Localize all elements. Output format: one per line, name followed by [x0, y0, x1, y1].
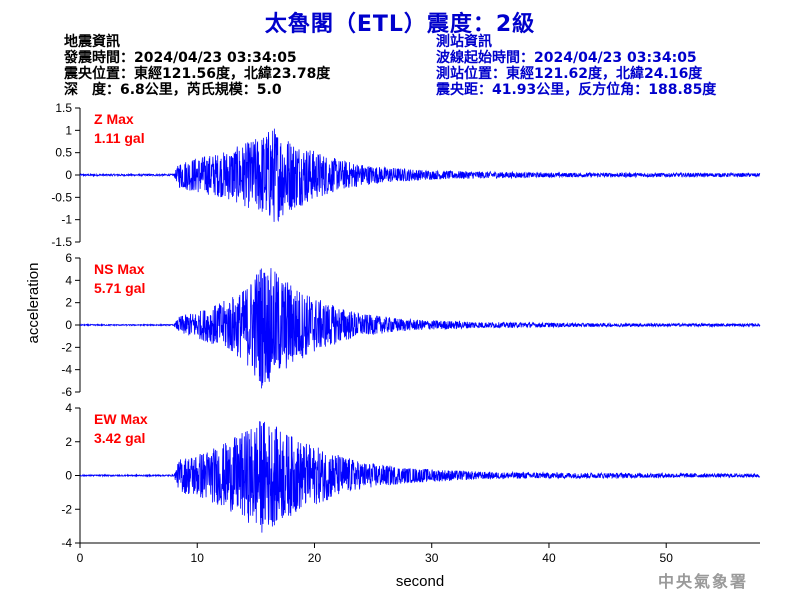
max-label: NS Max [94, 261, 145, 277]
x-axis-label: second [396, 573, 444, 590]
y-tick-label: 2 [65, 296, 72, 310]
x-tick-label: 10 [191, 551, 205, 565]
y-tick-label: -1 [61, 213, 72, 227]
y-tick-label: -6 [61, 385, 72, 399]
y-tick-label: -4 [61, 536, 72, 550]
x-tick-label: 0 [77, 551, 84, 565]
y-axis-label: acceleration [25, 263, 42, 344]
y-tick-label: -2 [61, 340, 72, 354]
origin-time: 發震時間：2024/04/23 03:34:05 [64, 50, 297, 66]
station-info-header: 測站資訊 [436, 34, 492, 50]
y-tick-label: 0 [65, 168, 72, 182]
x-tick-label: 20 [308, 551, 322, 565]
station-info: 測站資訊 波線起始時間：2024/04/23 03:34:05 測站位置：東經1… [436, 34, 716, 98]
y-tick-label: 1 [65, 123, 72, 137]
y-tick-label: 6 [65, 251, 72, 265]
y-tick-label: -1.5 [51, 235, 72, 249]
y-tick-label: 2 [65, 435, 72, 449]
epicenter: 震央位置：東經121.56度，北緯23.78度 [64, 66, 331, 82]
y-tick-label: 0.5 [55, 146, 72, 160]
max-value: 1.11 gal [94, 130, 145, 146]
y-tick-label: -4 [61, 363, 72, 377]
max-value: 5.71 gal [94, 280, 145, 296]
waveform-trace-ew [79, 421, 761, 533]
y-tick-label: 1.5 [55, 101, 72, 115]
max-label: EW Max [94, 411, 148, 427]
wave-start-time: 波線起始時間：2024/04/23 03:34:05 [436, 50, 697, 66]
panel-ew: -4 -2 0 2 4 EW Max 3.42 gal [61, 401, 761, 550]
y-tick-label: 0 [65, 469, 72, 483]
event-info-header: 地震資訊 [64, 34, 120, 50]
panel-z: -1.5 -1 -0.5 0 0.5 1 1.5 Z Max 1.11 gal [51, 101, 761, 249]
waveform-trace-ns [79, 268, 761, 389]
page-title: 太魯閣（ETL）震度：2級 [264, 12, 536, 37]
x-tick-label: 50 [660, 551, 674, 565]
panel-ns: -6 -4 -2 0 2 4 6 NS Max 5.71 gal [61, 251, 761, 399]
epicentral-distance: 震央距：41.93公里，反方位角：188.85度 [436, 82, 717, 98]
y-tick-label: 4 [65, 273, 72, 287]
y-tick-label: 0 [65, 318, 72, 332]
y-tick-label: 4 [65, 401, 72, 415]
y-tick-label: -2 [61, 502, 72, 516]
max-value: 3.42 gal [94, 430, 145, 446]
station-location: 測站位置：東經121.62度，北緯24.16度 [436, 66, 703, 82]
max-label: Z Max [94, 111, 134, 127]
x-tick-label: 40 [542, 551, 556, 565]
x-tick-label: 30 [425, 551, 439, 565]
depth-magnitude: 深 度：6.8公里，芮氏規模：5.0 [64, 82, 282, 98]
event-info: 地震資訊 發震時間：2024/04/23 03:34:05 震央位置：東經121… [64, 34, 330, 98]
waveform-trace-z [79, 128, 761, 223]
watermark: 中央氣象署 [657, 572, 748, 591]
y-tick-label: -0.5 [51, 190, 72, 204]
